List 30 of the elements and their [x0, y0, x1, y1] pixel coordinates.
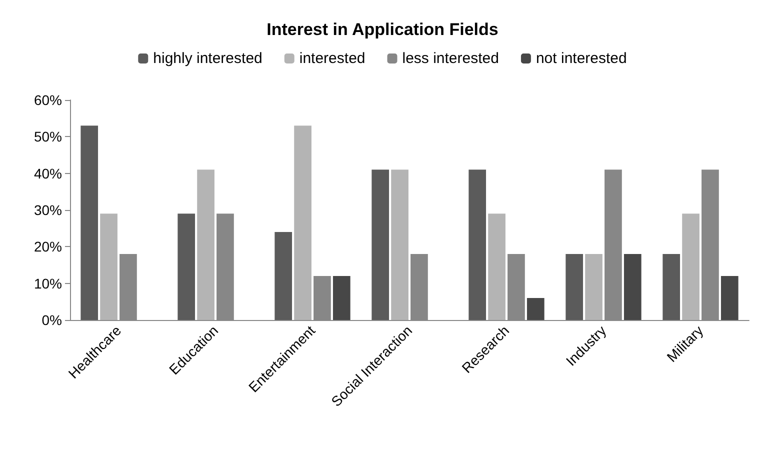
bar: [372, 170, 390, 320]
bar: [662, 254, 680, 320]
y-tick-label: 40%: [34, 165, 62, 182]
chart-title: Interest in Application Fields: [266, 20, 498, 39]
bar: [585, 254, 602, 320]
bar: [100, 214, 118, 320]
bar: [720, 276, 738, 320]
legend-label: interested: [299, 50, 366, 67]
bar: [624, 254, 642, 320]
bar: [197, 170, 214, 320]
bar: [80, 126, 98, 320]
bar: [488, 214, 506, 320]
y-tick-label: 10%: [34, 275, 62, 292]
bar: [332, 276, 350, 320]
bar: [391, 170, 408, 320]
legend-label: less interested: [402, 50, 499, 67]
bar: [682, 214, 700, 320]
bar: [294, 126, 312, 320]
y-tick-label: 0%: [42, 312, 62, 328]
legend-label: highly interested: [153, 50, 262, 67]
y-tick-label: 20%: [34, 238, 62, 255]
bar: [274, 232, 292, 320]
bar: [526, 298, 544, 320]
bar: [566, 254, 584, 320]
y-tick-label: 60%: [34, 92, 62, 108]
y-tick-label: 50%: [34, 128, 62, 145]
y-tick-label: 30%: [34, 202, 62, 218]
bar: [178, 214, 196, 320]
bar: [468, 170, 486, 320]
legend-label: not interested: [536, 50, 627, 67]
